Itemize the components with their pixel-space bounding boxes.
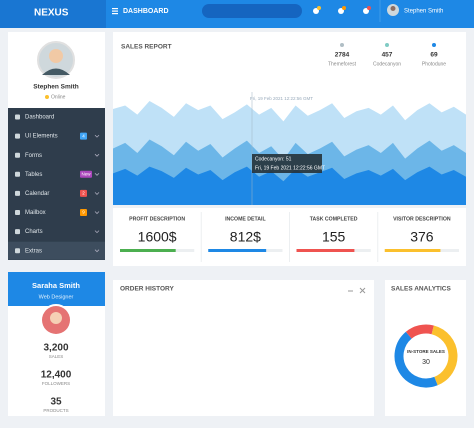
menu-active bbox=[8, 241, 105, 260]
sidebar-menu bbox=[8, 108, 105, 260]
tooltip bbox=[252, 154, 322, 173]
donut-segment bbox=[405, 324, 434, 339]
card-title: INCOME DETAIL bbox=[225, 216, 266, 222]
panel-title: SALES ANALYTICS bbox=[391, 286, 451, 293]
profile-stat-value: 35 bbox=[50, 397, 62, 408]
menu-icon bbox=[15, 152, 20, 158]
search-box[interactable] bbox=[202, 4, 302, 18]
page-title: DASHBOARD bbox=[123, 8, 169, 15]
stat-value: 2784 bbox=[335, 52, 350, 59]
menu-badge bbox=[80, 209, 87, 216]
menu-item[interactable]: Tables bbox=[25, 172, 42, 178]
profile-avatar-face bbox=[49, 49, 63, 63]
stat-dot bbox=[385, 43, 389, 47]
hover-date: Fri, 19 Feb 2021 12:22:56 GMT bbox=[250, 96, 313, 101]
stat-label: Photodune bbox=[422, 61, 446, 67]
chevron bbox=[94, 230, 100, 234]
profile-stat-value: 12,400 bbox=[41, 370, 72, 381]
chevron bbox=[94, 192, 100, 195]
user-avatar-face bbox=[390, 6, 396, 11]
menu-badge bbox=[80, 170, 92, 178]
menu-item[interactable]: Charts bbox=[25, 229, 43, 235]
chevron bbox=[94, 249, 100, 253]
menu-item[interactable]: Extras bbox=[25, 248, 42, 254]
profile-stat-label: PRODUCTS bbox=[43, 408, 68, 413]
stat-value: 457 bbox=[382, 52, 393, 59]
card-value: 812$ bbox=[230, 229, 261, 245]
profile-stat-value: 3,200 bbox=[43, 343, 68, 354]
menu-badge-text: 2 bbox=[82, 191, 85, 196]
card-name: Saraha Smith bbox=[32, 281, 80, 290]
progress-bar bbox=[208, 249, 267, 252]
chevron bbox=[94, 211, 100, 215]
profile-avatar-body bbox=[42, 68, 70, 75]
menu-badge bbox=[80, 132, 87, 140]
card-value: 1600$ bbox=[138, 229, 177, 245]
progress-bar bbox=[296, 249, 355, 252]
profile-stat-label: SALES bbox=[49, 354, 64, 359]
donut-label: IN-STORE SALES bbox=[407, 349, 445, 354]
menu-item[interactable]: Forms bbox=[25, 153, 42, 159]
panel-title: ORDER HISTORY bbox=[120, 286, 174, 293]
card-role: Web Designer bbox=[39, 294, 74, 300]
chevron bbox=[94, 153, 100, 157]
notification-icons[interactable] bbox=[313, 6, 371, 14]
order-history-panel bbox=[113, 280, 374, 416]
card-value: 376 bbox=[410, 229, 434, 245]
card-title: PROFIT DESCRIPTION bbox=[129, 216, 185, 222]
stat-dot bbox=[340, 43, 344, 47]
user-name[interactable]: Stephen Smith bbox=[404, 9, 443, 15]
stat-value: 69 bbox=[430, 52, 438, 59]
menu-badge-text: 4 bbox=[82, 133, 85, 138]
card-title: VISITOR DESCRIPTION bbox=[393, 216, 451, 222]
menu-icon bbox=[15, 248, 20, 254]
stat-label: Themeforest bbox=[328, 61, 357, 67]
area-series bbox=[113, 166, 466, 205]
menu-icon bbox=[15, 114, 20, 120]
menu-badge bbox=[80, 189, 87, 197]
progress-bar bbox=[120, 249, 176, 252]
progress-bar bbox=[384, 249, 441, 252]
profile-name: Stephen Smith bbox=[33, 84, 79, 91]
donut-segment bbox=[431, 325, 458, 386]
stat-dot bbox=[432, 43, 436, 47]
menu-icon bbox=[15, 210, 20, 215]
menu-item[interactable]: Mailbox bbox=[25, 210, 46, 216]
close-icon[interactable] bbox=[359, 287, 366, 294]
card-value: 155 bbox=[322, 229, 346, 245]
brand[interactable]: NEXUS bbox=[34, 8, 69, 19]
profile-status: Online bbox=[51, 94, 66, 100]
stat-label: Codecanyon bbox=[373, 61, 401, 67]
logo-area bbox=[0, 0, 106, 28]
menu-icon bbox=[15, 171, 20, 177]
profile-stat-label: FOLLOWERS bbox=[42, 381, 70, 386]
menu-badge-text: New bbox=[81, 171, 91, 176]
menu-icon bbox=[15, 229, 20, 235]
donut-value: 30 bbox=[422, 359, 430, 366]
menu-item[interactable]: Calendar bbox=[25, 191, 49, 197]
panel-title: SALES REPORT bbox=[121, 44, 172, 51]
card-title: TASK COMPLETED bbox=[310, 216, 358, 222]
menu-item[interactable]: Dashboard bbox=[25, 115, 54, 121]
card-avatar-face bbox=[50, 312, 62, 324]
menu-icon bbox=[15, 190, 20, 196]
chevron bbox=[94, 173, 100, 176]
menu-item[interactable]: UI Elements bbox=[25, 134, 58, 140]
menu-icon bbox=[15, 133, 20, 139]
menu-toggle[interactable] bbox=[112, 8, 118, 15]
menu-badge-text: 9 bbox=[82, 210, 85, 215]
chevron bbox=[94, 134, 100, 138]
profile-card-header bbox=[8, 272, 105, 306]
tooltip-date: Fri, 19 Feb 2021 12:22:56 GMT bbox=[255, 165, 325, 171]
tooltip-series: Codecanyon: 51 bbox=[255, 156, 292, 162]
donut-segment bbox=[394, 331, 438, 388]
status-dot bbox=[45, 95, 49, 99]
